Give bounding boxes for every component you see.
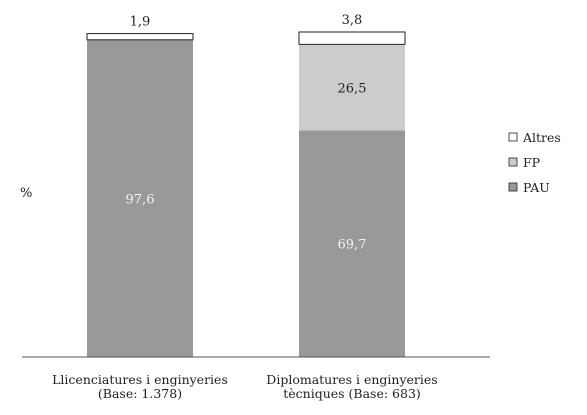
data-label-pau-1: 97,6 <box>126 192 155 207</box>
y-axis-label: % <box>20 186 32 201</box>
x-tick-label-2-line-1: Diplomatures i enginyeries <box>266 372 437 387</box>
bar-fp-2 <box>299 44 405 131</box>
legend: Altres FP PAU <box>508 130 561 195</box>
legend-label-altres: Altres <box>522 130 561 145</box>
bar-altres-1 <box>86 33 194 41</box>
data-label-fp-2: 26,5 <box>338 81 367 96</box>
x-tick-labels: Llicenciatures i enginyeries(Base: 1.378… <box>52 372 438 401</box>
data-label-altres-1: 1,9 <box>130 15 151 30</box>
bars-layer: 97,6 1,9 69,7 26,5 3,8 <box>86 13 406 358</box>
bar-altres-2 <box>298 31 406 45</box>
bar-pau-1 <box>87 39 193 358</box>
legend-label-fp: FP <box>523 155 540 170</box>
data-label-pau-2: 69,7 <box>338 238 367 253</box>
legend-swatch-fp <box>508 157 518 167</box>
legend-swatch-pau <box>508 182 518 192</box>
x-tick-label-1-line-1: Llicenciatures i enginyeries <box>52 372 228 387</box>
legend-swatch-altres <box>508 132 518 142</box>
bar-pau-2 <box>299 130 405 357</box>
legend-label-pau: PAU <box>523 180 550 195</box>
x-tick-label-1-line-2: (Base: 1.378) <box>98 386 182 401</box>
x-tick-label-2-line-2: tècniques (Base: 683) <box>283 386 421 401</box>
data-label-altres-2: 3,8 <box>342 13 363 28</box>
